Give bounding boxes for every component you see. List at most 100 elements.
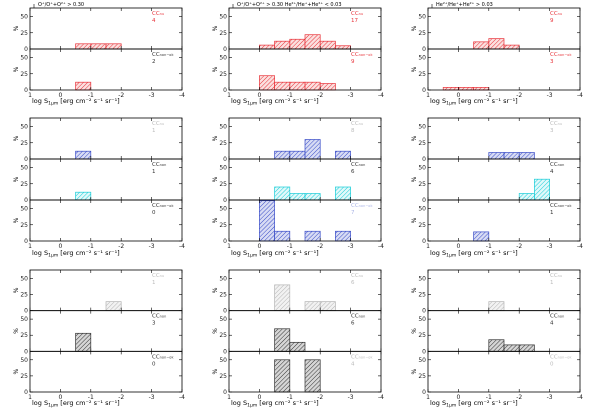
x-axis-label-units: [erg cm⁻² s⁻¹ sr⁻¹] <box>58 97 119 105</box>
x-axis-label-main: log S <box>430 399 446 407</box>
panel-count: 3 <box>152 321 156 327</box>
x-tick-label: 0 <box>456 394 460 401</box>
histogram-bar <box>473 231 490 242</box>
y-tick-label: 0 <box>422 348 426 355</box>
y-axis-label: % <box>212 66 219 72</box>
y-axis-label: % <box>411 328 418 334</box>
x-tick-label: -4 <box>577 92 583 99</box>
y-axis-label: % <box>212 369 219 375</box>
panel-count: 1 <box>152 128 156 134</box>
panel-count: 4 <box>351 361 355 367</box>
histogram-bar <box>274 186 291 201</box>
y-tick-label: 0 <box>24 308 28 315</box>
x-axis-label: log S1μm [erg cm⁻² s⁻¹ sr⁻¹] <box>32 97 120 107</box>
y-tick-label: 50 <box>418 55 426 62</box>
panel-frame <box>228 350 382 393</box>
x-axis-label: log S1μm [erg cm⁻² s⁻¹ sr⁻¹] <box>231 249 319 259</box>
histogram-bar <box>304 193 321 201</box>
histogram-bar <box>75 332 92 352</box>
x-tick-label: -4 <box>577 394 583 401</box>
y-tick-label: 25 <box>20 222 28 229</box>
histogram-bar <box>274 230 291 242</box>
column-header: O⁺/O⁺+O²⁺ > 0.30 <box>38 2 84 8</box>
x-tick-label: -2 <box>317 394 323 401</box>
y-tick-label: 25 <box>219 71 227 78</box>
histogram-bar <box>518 193 535 201</box>
histogram-bar <box>335 150 351 160</box>
panel-count: 6 <box>351 321 355 327</box>
y-tick-label: 25 <box>219 181 227 188</box>
histogram-panel: 0 25 50% CCₙₒₙ₋ₒₖ7 <box>212 199 382 245</box>
histogram-bar <box>534 178 550 201</box>
x-axis-label-main: log S <box>231 97 247 105</box>
histogram-bar <box>90 43 107 50</box>
x-axis-label: log S1μm [erg cm⁻² s⁻¹ sr⁻¹] <box>231 399 319 409</box>
y-tick-label: 50 <box>219 275 227 282</box>
x-tick-label: 0 <box>58 243 62 250</box>
y-tick-label: 25 <box>20 30 28 37</box>
x-tick-label: 0 <box>257 243 261 250</box>
histogram-bar <box>274 359 291 393</box>
x-axis-label-main: log S <box>231 249 247 257</box>
y-tick-label: 50 <box>20 357 28 364</box>
x-tick-label: -3 <box>547 243 553 250</box>
y-tick-label: 25 <box>20 292 28 299</box>
x-tick-label: 1 <box>28 243 32 250</box>
x-tick-label: -2 <box>118 92 124 99</box>
histogram-bar <box>319 40 336 50</box>
x-tick-label: -3 <box>149 243 155 250</box>
x-axis-label-main: log S <box>32 97 48 105</box>
histogram-panel: 0 25 50% CCₙₒₙ₋ₒₖ3 <box>411 48 581 94</box>
y-tick-label: 0 <box>422 308 426 315</box>
histogram-bar <box>75 43 92 50</box>
y-tick-label: 50 <box>219 14 227 21</box>
x-tick-label: -1 <box>287 92 293 99</box>
y-tick-label: 50 <box>418 275 426 282</box>
histogram-bar <box>274 150 291 160</box>
x-tick-label: -4 <box>179 243 185 250</box>
x-tick-label: -4 <box>577 243 583 250</box>
y-tick-label: 0 <box>422 87 426 94</box>
y-tick-label: 25 <box>20 71 28 78</box>
x-tick-label: -1 <box>88 243 94 250</box>
panel-count: 0 <box>152 361 156 367</box>
panel-label: CCₙₒₙ <box>152 162 166 168</box>
panel-label: CCₙₒₙ₋ₒₖ <box>152 52 174 58</box>
x-tick-label: 0 <box>456 92 460 99</box>
x-axis-label-subscript: 1μm <box>446 101 456 107</box>
y-tick-label: 0 <box>422 238 426 245</box>
y-tick-label: 50 <box>219 55 227 62</box>
y-tick-label: 25 <box>418 332 426 339</box>
panel-label: CCₙᵤ <box>351 121 363 127</box>
panel-count: 6 <box>351 169 355 175</box>
panel-count: 3 <box>550 128 554 134</box>
y-tick-label: 25 <box>418 71 426 78</box>
column-header: He²⁺/He⁺+He²⁺ > 0.03 <box>436 2 493 8</box>
panel-frame <box>228 48 382 91</box>
panel-count: 4 <box>550 169 554 175</box>
y-tick-label: 50 <box>418 124 426 131</box>
y-tick-label: 50 <box>418 357 426 364</box>
y-tick-label: 0 <box>223 308 227 315</box>
y-tick-label: 0 <box>223 389 227 396</box>
x-tick-label: -2 <box>516 92 522 99</box>
histogram-bar <box>304 230 321 242</box>
x-axis-label-main: log S <box>430 249 446 257</box>
y-axis-label: % <box>212 328 219 334</box>
x-axis-label: log S1μm [erg cm⁻² s⁻¹ sr⁻¹] <box>430 249 518 259</box>
histogram-bar <box>105 301 122 312</box>
x-axis-label-subscript: 1μm <box>48 403 58 409</box>
panel-count: 7 <box>351 210 355 216</box>
histogram-bar <box>289 193 306 201</box>
y-tick-label: 0 <box>422 389 426 396</box>
x-tick-label: -1 <box>486 394 492 401</box>
panel-label: CCₙᵤ <box>152 121 164 127</box>
y-tick-label: 25 <box>219 222 227 229</box>
